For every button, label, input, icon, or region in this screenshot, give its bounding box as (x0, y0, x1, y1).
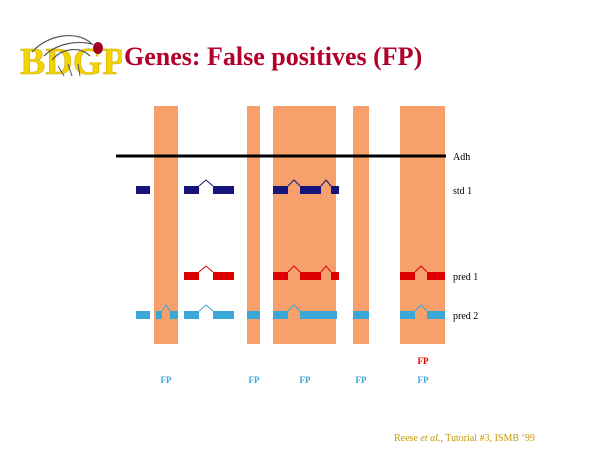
exon (184, 272, 199, 280)
intron (161, 304, 171, 312)
fly-legs-icon (57, 63, 81, 77)
exon (213, 272, 234, 280)
exon (170, 311, 178, 319)
intron (287, 179, 301, 187)
exon (273, 186, 288, 194)
fp-label-pred2: FP (249, 375, 260, 385)
exon (353, 311, 369, 319)
exon (184, 311, 199, 319)
exon (184, 186, 199, 194)
exon (136, 186, 150, 194)
exon (213, 311, 234, 319)
citation-etal: et al. (420, 433, 441, 444)
track-label-adh: Adh (453, 152, 470, 163)
exon (136, 311, 150, 319)
fp-band (353, 106, 369, 344)
fly-eye-icon (93, 42, 103, 54)
exon (273, 272, 288, 280)
exon (247, 311, 260, 319)
intron (198, 179, 214, 187)
fp-band (154, 106, 178, 344)
citation-rest: , Tutorial #3, ISMB ‘99 (440, 433, 535, 444)
fp-label-pred2: FP (161, 375, 172, 385)
pred2-gene-model (136, 304, 445, 319)
intron (414, 304, 428, 312)
exon (156, 311, 162, 319)
bdgp-logo: BDGP (20, 35, 122, 80)
intron (287, 265, 301, 273)
exon (300, 311, 337, 319)
exon (427, 311, 445, 319)
intron (320, 265, 332, 273)
fp-label-pred2: FP (418, 375, 429, 385)
intron (198, 304, 214, 312)
exon (213, 186, 234, 194)
pred1-gene-model (184, 265, 445, 280)
track-label-pred1: pred 1 (453, 272, 478, 283)
exon (427, 272, 445, 280)
fp-band (273, 106, 336, 344)
std1-gene-model (136, 179, 339, 194)
fp-label-pred1: FP (418, 356, 429, 366)
exon (400, 311, 415, 319)
exon (300, 186, 321, 194)
fp-band (247, 106, 260, 344)
exon (331, 272, 339, 280)
exon (300, 272, 321, 280)
fp-label-pred2: FP (356, 375, 367, 385)
fly-wings-icon (31, 35, 94, 61)
intron (198, 265, 214, 273)
page-title: Genes: False positives (FP) (124, 42, 423, 71)
track-label-std1: std 1 (453, 186, 472, 197)
intron (414, 265, 428, 273)
intron (320, 179, 332, 187)
exon (273, 311, 288, 319)
citation-authors: Reese (394, 433, 421, 444)
fp-label-pred2: FP (300, 375, 311, 385)
track-label-pred2: pred 2 (453, 311, 478, 322)
exon (331, 186, 339, 194)
citation-footer: Reese et al., Tutorial #3, ISMB ‘99 (394, 433, 535, 444)
fp-band (400, 106, 445, 344)
exon (400, 272, 415, 280)
intron (287, 304, 301, 312)
